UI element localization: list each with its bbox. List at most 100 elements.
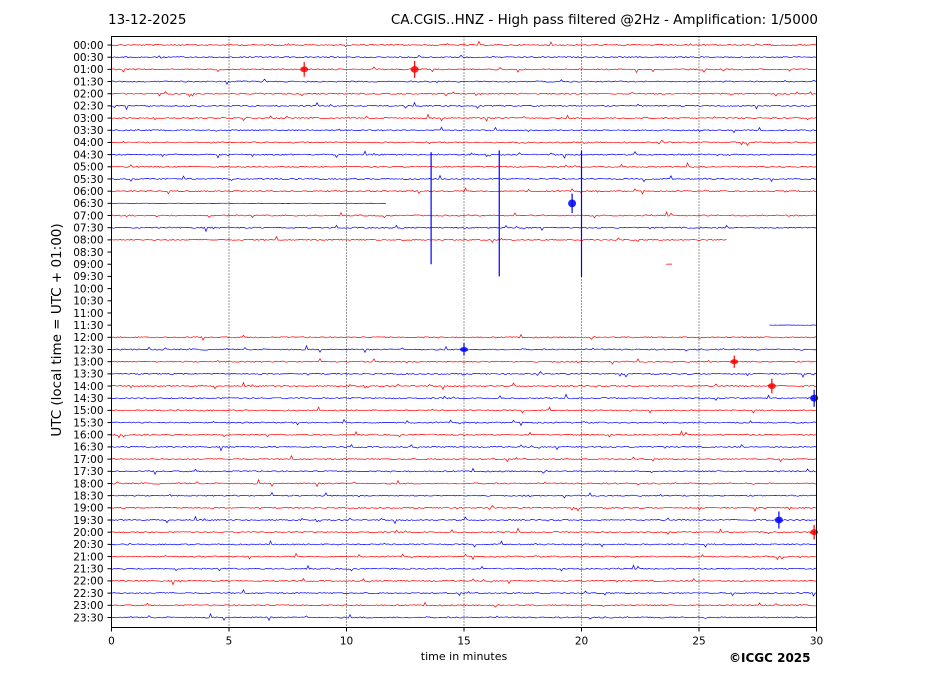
y-tick-label: 05:30 [73, 174, 103, 186]
y-tick-label: 19:00 [73, 503, 103, 515]
y-tick-label: 12:00 [73, 332, 103, 344]
trace-0500 [111, 161, 817, 168]
y-tick-label: 09:00 [73, 259, 103, 271]
y-tick-label: 16:00 [73, 430, 103, 442]
y-tick-label: 17:00 [73, 454, 103, 466]
trace-1330 [111, 371, 817, 378]
y-tick-label: 21:30 [73, 564, 103, 576]
y-tick-label: 06:30 [73, 198, 103, 210]
y-tick-label: 19:30 [73, 515, 103, 527]
trace-1530 [111, 418, 817, 427]
y-tick-label: 02:00 [73, 89, 103, 101]
chart-title: CA.CGIS..HNZ - High pass filtered @2Hz -… [390, 12, 818, 28]
y-tick-label: 05:00 [73, 162, 103, 174]
y-tick-label: 10:00 [73, 283, 103, 295]
trace-1600 [111, 430, 817, 439]
plot-frame [111, 36, 817, 628]
trace-0100 [111, 66, 817, 74]
trace-1700 [111, 454, 817, 463]
y-tick-label: 00:00 [73, 40, 103, 52]
copyright-credit: ©ICGC 2025 [729, 651, 811, 665]
y-tick-label: 15:30 [73, 417, 103, 429]
y-tick-label: 13:30 [73, 369, 103, 381]
trace-0200 [111, 91, 817, 98]
trace-1500 [111, 406, 817, 414]
y-tick-label: 21:00 [73, 551, 103, 563]
x-axis-label: time in minutes [420, 650, 508, 663]
y-tick-label: 08:00 [73, 235, 103, 247]
trace-0130 [111, 78, 817, 85]
y-tick-label: 06:00 [73, 186, 103, 198]
y-tick-label: 00:30 [73, 52, 103, 64]
trace-0300 [111, 113, 817, 122]
y-tick-label: 20:00 [73, 527, 103, 539]
x-tick-label: 5 [226, 636, 233, 648]
y-tick-label: 11:00 [73, 308, 103, 320]
trace-2330 [111, 612, 817, 622]
y-tick-label: 07:00 [73, 210, 103, 222]
trace-2300 [111, 601, 817, 608]
trace-0000 [111, 40, 817, 48]
chart-date: 13-12-2025 [108, 12, 187, 28]
trace-0430 [111, 150, 817, 159]
y-tick-label: 01:00 [73, 64, 103, 76]
event-burst [568, 199, 577, 208]
y-tick-label: 14:30 [73, 393, 103, 405]
y-tick-label: 14:00 [73, 381, 103, 393]
y-tick-label: 11:30 [73, 320, 103, 332]
event-burst [774, 516, 783, 524]
trace-0700 [111, 211, 817, 219]
x-tick-label: 25 [692, 636, 705, 648]
trace-1200 [111, 333, 817, 342]
event-burst [730, 359, 739, 365]
trace-0800 [111, 235, 727, 243]
trace-0330 [111, 126, 817, 134]
y-tick-label: 15:00 [73, 405, 103, 417]
y-tick-label: 17:30 [73, 466, 103, 478]
y-tick-label: 08:30 [73, 247, 103, 259]
y-tick-label: 02:30 [73, 101, 103, 113]
y-tick-label: 09:30 [73, 271, 103, 283]
trace-0230 [111, 101, 817, 111]
y-tick-label: 04:00 [73, 137, 103, 149]
y-tick-label: 10:30 [73, 296, 103, 308]
y-tick-label: 18:00 [73, 478, 103, 490]
trace-1930 [111, 515, 817, 525]
trace-1400 [111, 381, 817, 391]
x-tick-label: 30 [810, 636, 823, 648]
y-tick-label: 23:00 [73, 600, 103, 612]
y-tick-label: 04:30 [73, 149, 103, 161]
vertical-gridlines [228, 36, 700, 628]
event-burst [300, 66, 309, 73]
x-tick-label: 10 [340, 636, 353, 648]
trace-1630 [111, 443, 817, 452]
y-tick-label: 03:30 [73, 125, 103, 137]
y-tick-label: 12:30 [73, 344, 103, 356]
trace-1830 [111, 491, 817, 499]
trace-2200 [111, 577, 817, 586]
x-tick-label: 15 [457, 636, 470, 648]
y-tick-label: 13:00 [73, 356, 103, 368]
event-burst [410, 65, 419, 73]
trace-0730 [111, 224, 817, 233]
y-axis-label: UTC (local time = UTC + 01:00) [49, 223, 65, 437]
y-tick-label: 18:30 [73, 490, 103, 502]
y-tick-label: 16:30 [73, 442, 103, 454]
event-burst [767, 383, 776, 389]
trace-1430 [111, 393, 817, 401]
trace-1300 [111, 357, 817, 365]
seismic-traces [111, 40, 819, 622]
trace-0030 [111, 54, 817, 59]
y-tick-label: 23:30 [73, 612, 103, 624]
trace-0600 [111, 187, 817, 195]
y-tick-label: 03:00 [73, 113, 103, 125]
trace-2100 [111, 552, 817, 561]
trace-1730 [111, 467, 817, 476]
y-tick-label: 22:30 [73, 588, 103, 600]
trace-2230 [111, 588, 817, 597]
y-tick-label: 22:00 [73, 576, 103, 588]
trace-1900 [111, 505, 817, 512]
y-tick-label: 07:30 [73, 223, 103, 235]
trace-1800 [111, 478, 817, 488]
